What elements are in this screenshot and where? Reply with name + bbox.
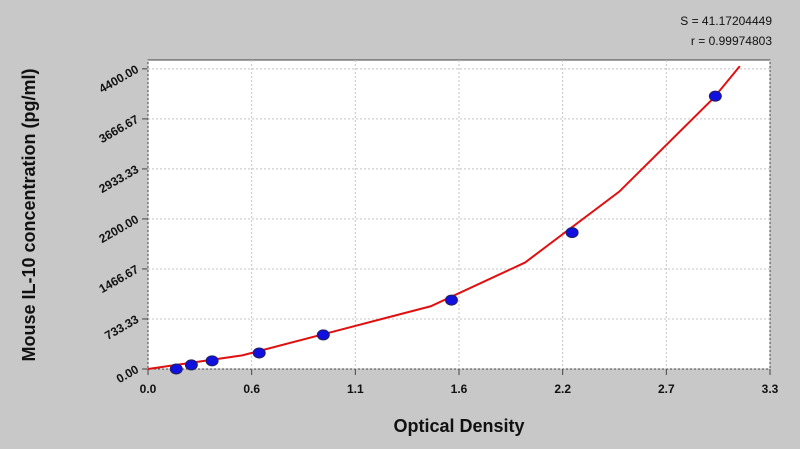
x-tick-label: 0.0 bbox=[140, 382, 157, 396]
data-point bbox=[565, 227, 579, 239]
y-tick-label: 4400.00 bbox=[97, 62, 142, 96]
data-point bbox=[708, 90, 722, 102]
x-tick-label: 2.7 bbox=[658, 382, 675, 396]
y-tick-label: 0.00 bbox=[114, 362, 142, 386]
data-point bbox=[169, 363, 183, 375]
y-tick-label: 3666.67 bbox=[97, 112, 142, 146]
y-tick-label: 2200.00 bbox=[97, 212, 142, 246]
data-point bbox=[444, 294, 458, 306]
y-axis-label: Mouse IL-10 concentration (pg/ml) bbox=[19, 68, 39, 361]
annotation: S = 41.17204449 bbox=[680, 14, 772, 28]
data-point bbox=[252, 347, 266, 359]
data-point bbox=[205, 355, 219, 367]
y-tick-label: 733.33 bbox=[102, 312, 141, 343]
x-tick-label: 3.3 bbox=[762, 382, 779, 396]
y-tick-label: 2933.33 bbox=[97, 162, 142, 196]
data-point bbox=[184, 359, 198, 371]
x-tick-label: 0.6 bbox=[243, 382, 260, 396]
data-point bbox=[316, 329, 330, 341]
x-tick-label: 1.1 bbox=[347, 382, 364, 396]
annotation: r = 0.99974803 bbox=[691, 34, 772, 48]
x-tick-label: 1.6 bbox=[451, 382, 468, 396]
y-tick-label: 1466.67 bbox=[97, 262, 142, 296]
plot-area bbox=[147, 59, 771, 370]
x-axis-label: Optical Density bbox=[393, 416, 524, 436]
x-tick-label: 2.2 bbox=[554, 382, 571, 396]
